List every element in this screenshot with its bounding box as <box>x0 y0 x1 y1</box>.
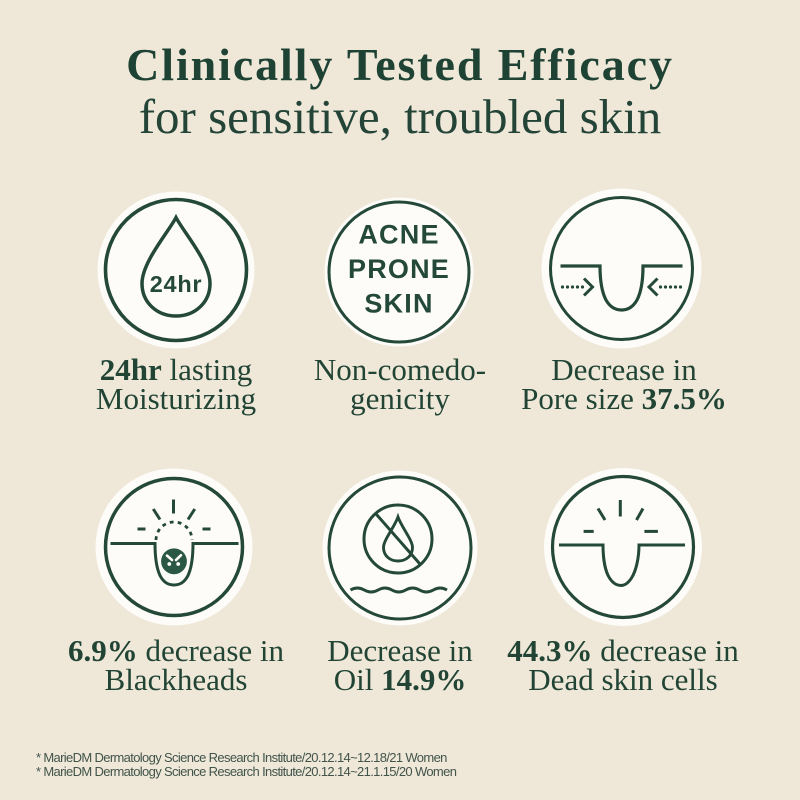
svg-text:SKIN: SKIN <box>364 289 433 319</box>
svg-text:ACNE: ACNE <box>358 220 439 250</box>
svg-text:24hr: 24hr <box>150 271 202 297</box>
svg-text:PRONE: PRONE <box>348 254 450 284</box>
